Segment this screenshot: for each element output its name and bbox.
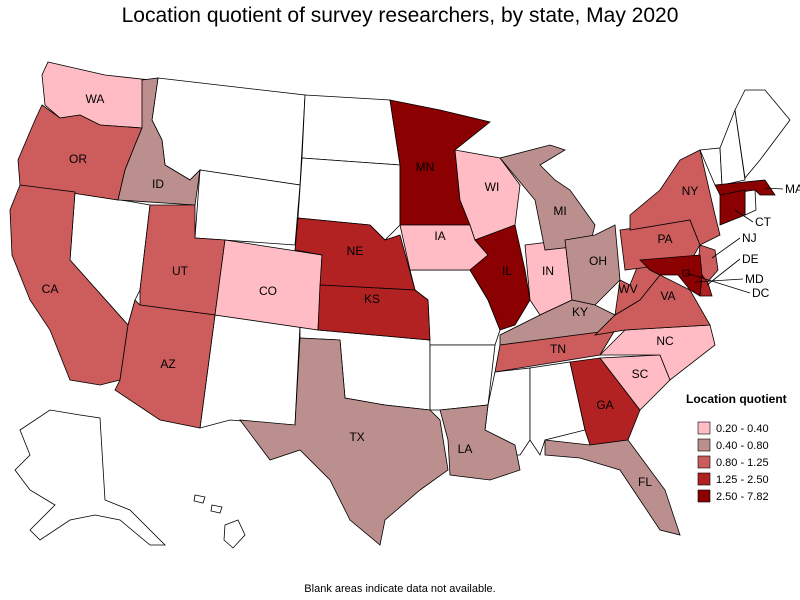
legend-label: 0.80 - 1.25 (716, 457, 769, 469)
legend-label: 1.25 - 2.50 (716, 474, 769, 486)
state-label: PA (657, 232, 672, 246)
state-shape (9, 184, 129, 386)
state-shape (210, 504, 223, 514)
legend: 0.20 - 0.40 0.40 - 0.80 0.80 - 1.25 1.25 - … (697, 421, 769, 503)
state-label: IL (502, 264, 512, 278)
state-shape (114, 299, 216, 429)
state-label: WV (618, 282, 637, 296)
state-shape (14, 409, 166, 546)
state-label: WI (485, 180, 500, 194)
state-label: NC (656, 334, 674, 348)
state-label: MI (553, 204, 566, 218)
state-shape (317, 284, 431, 341)
state-shape (193, 494, 206, 504)
state-shape (151, 77, 306, 186)
state-shape (499, 144, 596, 251)
state-label: IA (434, 229, 445, 243)
state-label: GA (596, 398, 613, 412)
state-label: MN (416, 160, 435, 174)
state-label: CA (42, 282, 59, 296)
state-labels: WA OR CA ID UT AZ CO NE KS MN IA WI IL IN MI OH KY TN GA FL… (42, 92, 800, 489)
state-shape (239, 337, 449, 546)
state-shape (544, 439, 681, 536)
legend-label: 2.50 - 7.82 (716, 491, 769, 503)
state-label: WA (86, 92, 105, 106)
state-shape (719, 189, 746, 226)
state-label: SC (632, 367, 649, 381)
legend-swatch (697, 472, 711, 486)
rated-states (9, 61, 776, 546)
footnote: Blank areas indicate data not available. (304, 583, 495, 595)
leader-line (685, 272, 751, 294)
state-shape (301, 94, 401, 166)
state-shape (439, 404, 521, 481)
state-shape (199, 314, 301, 429)
state-label: CO (259, 284, 277, 298)
legend-title: Location quotient (686, 392, 787, 406)
state-label: VA (660, 289, 675, 303)
blank-states (14, 77, 791, 549)
state-shape (194, 169, 301, 246)
state-shape (117, 77, 201, 206)
state-label: LA (458, 442, 473, 456)
state-label: ID (152, 177, 164, 191)
legend-label: 0.20 - 0.40 (716, 423, 769, 435)
state-label: NJ (742, 231, 757, 245)
state-label: DE (742, 252, 759, 266)
leader-line (694, 278, 744, 283)
leader-line (711, 237, 741, 259)
state-label: TN (550, 342, 566, 356)
state-label: AZ (160, 357, 175, 371)
state-shape (719, 108, 746, 186)
legend-swatch (697, 455, 711, 469)
state-shape (639, 254, 703, 297)
state-label: UT (172, 264, 189, 278)
state-shape (744, 189, 757, 216)
state-label: NY (682, 184, 699, 198)
state-label: DC (752, 286, 770, 300)
state-label: KS (364, 292, 380, 306)
state-label: FL (638, 475, 652, 489)
state-label: MD (745, 272, 764, 286)
state-label: OR (69, 152, 87, 166)
state-shape (469, 224, 531, 331)
legend-swatch (697, 438, 711, 452)
state-label: NE (347, 244, 364, 258)
legend-swatch (697, 489, 711, 503)
state-label: CT (755, 215, 772, 229)
state-label: OH (589, 254, 607, 268)
legend-swatch (697, 421, 711, 435)
state-label: MA (785, 182, 800, 196)
map-title: Location quotient of survey researchers,… (122, 4, 679, 27)
state-label: TX (349, 430, 364, 444)
state-shape (429, 344, 496, 411)
state-shape (629, 149, 721, 246)
leader-line (764, 187, 784, 190)
state-label: IN (542, 264, 554, 278)
state-label: KY (572, 305, 588, 319)
legend-label: 0.40 - 0.80 (716, 440, 769, 452)
state-shape (223, 519, 246, 549)
leader-line (734, 209, 754, 223)
state-shape (734, 89, 791, 179)
